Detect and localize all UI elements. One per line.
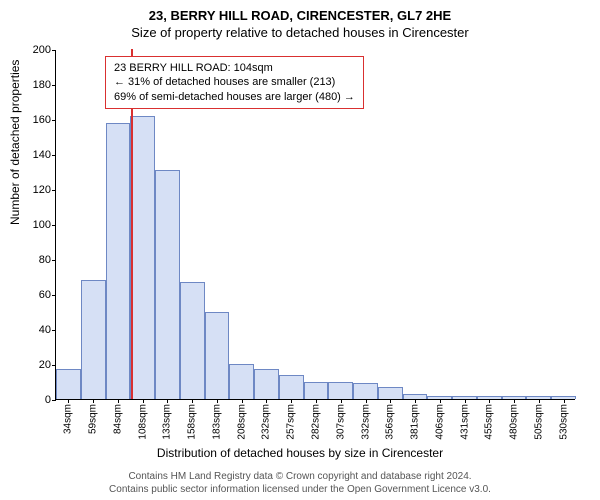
y-tick-mark	[52, 365, 56, 366]
chart-container: 02040608010012014016018020034sqm59sqm84s…	[55, 50, 575, 400]
histogram-bar	[304, 382, 329, 400]
y-tick-mark	[52, 85, 56, 86]
y-tick-mark	[52, 190, 56, 191]
annotation-line-2: ← 31% of detached houses are smaller (21…	[114, 75, 355, 89]
x-tick-label: 356sqm	[385, 404, 396, 440]
x-tick-mark	[366, 399, 367, 403]
histogram-bar	[353, 383, 378, 399]
x-tick-label: 208sqm	[236, 404, 247, 440]
x-tick-label: 232sqm	[261, 404, 272, 440]
y-tick-mark	[52, 330, 56, 331]
x-tick-label: 381sqm	[410, 404, 421, 440]
histogram-bar	[551, 396, 576, 400]
y-tick-mark	[52, 120, 56, 121]
histogram-bar	[205, 312, 230, 400]
x-tick-label: 257sqm	[286, 404, 297, 440]
histogram-bar	[81, 280, 106, 399]
x-tick-label: 505sqm	[533, 404, 544, 440]
y-tick-mark	[52, 225, 56, 226]
histogram-bar	[180, 282, 205, 399]
x-tick-label: 59sqm	[88, 404, 99, 434]
histogram-bar	[526, 396, 551, 400]
x-tick-mark	[118, 399, 119, 403]
x-tick-label: 282sqm	[311, 404, 322, 440]
x-tick-label: 332sqm	[360, 404, 371, 440]
histogram-bar	[130, 116, 155, 400]
x-tick-label: 158sqm	[187, 404, 198, 440]
x-tick-label: 431sqm	[459, 404, 470, 440]
y-tick-mark	[52, 155, 56, 156]
histogram-bar	[56, 369, 81, 399]
x-tick-mark	[564, 399, 565, 403]
x-tick-label: 480sqm	[509, 404, 520, 440]
histogram-bar	[477, 396, 502, 400]
chart-title-main: 23, BERRY HILL ROAD, CIRENCESTER, GL7 2H…	[0, 0, 600, 23]
x-axis-label: Distribution of detached houses by size …	[0, 446, 600, 460]
y-tick-mark	[52, 260, 56, 261]
x-tick-mark	[514, 399, 515, 403]
y-tick-mark	[52, 50, 56, 51]
y-axis-label: Number of detached properties	[8, 60, 22, 225]
histogram-bar	[155, 170, 180, 399]
x-tick-label: 84sqm	[112, 404, 123, 434]
histogram-bar	[403, 394, 428, 399]
annotation-line-1: 23 BERRY HILL ROAD: 104sqm	[114, 61, 355, 75]
x-tick-mark	[192, 399, 193, 403]
histogram-bar	[502, 396, 527, 400]
x-tick-mark	[93, 399, 94, 403]
x-tick-label: 183sqm	[211, 404, 222, 440]
x-tick-mark	[167, 399, 168, 403]
annotation-line-3: 69% of semi-detached houses are larger (…	[114, 90, 355, 104]
x-tick-mark	[291, 399, 292, 403]
x-tick-mark	[465, 399, 466, 403]
histogram-bar	[279, 375, 304, 400]
histogram-bar	[229, 364, 254, 399]
x-tick-mark	[539, 399, 540, 403]
histogram-bar	[254, 369, 279, 399]
x-tick-label: 530sqm	[558, 404, 569, 440]
x-tick-mark	[68, 399, 69, 403]
histogram-bar	[452, 396, 477, 400]
x-tick-label: 108sqm	[137, 404, 148, 440]
x-tick-mark	[390, 399, 391, 403]
y-tick-mark	[52, 400, 56, 401]
footer-line-1: Contains HM Land Registry data © Crown c…	[0, 470, 600, 483]
x-tick-label: 455sqm	[484, 404, 495, 440]
footer-line-2: Contains public sector information licen…	[0, 483, 600, 496]
x-tick-mark	[242, 399, 243, 403]
annotation-box: 23 BERRY HILL ROAD: 104sqm ← 31% of deta…	[105, 56, 364, 109]
x-tick-label: 307sqm	[335, 404, 346, 440]
x-tick-label: 133sqm	[162, 404, 173, 440]
y-tick-mark	[52, 295, 56, 296]
histogram-bar	[106, 123, 131, 400]
footer: Contains HM Land Registry data © Crown c…	[0, 470, 600, 496]
x-tick-mark	[266, 399, 267, 403]
x-tick-mark	[143, 399, 144, 403]
x-tick-label: 406sqm	[434, 404, 445, 440]
histogram-bar	[328, 382, 353, 400]
histogram-bar	[427, 396, 452, 400]
x-tick-mark	[341, 399, 342, 403]
chart-title-sub: Size of property relative to detached ho…	[0, 23, 600, 40]
x-tick-mark	[489, 399, 490, 403]
x-tick-mark	[440, 399, 441, 403]
x-tick-label: 34sqm	[63, 404, 74, 434]
histogram-bar	[378, 387, 403, 399]
x-tick-mark	[217, 399, 218, 403]
x-tick-mark	[415, 399, 416, 403]
x-tick-mark	[316, 399, 317, 403]
